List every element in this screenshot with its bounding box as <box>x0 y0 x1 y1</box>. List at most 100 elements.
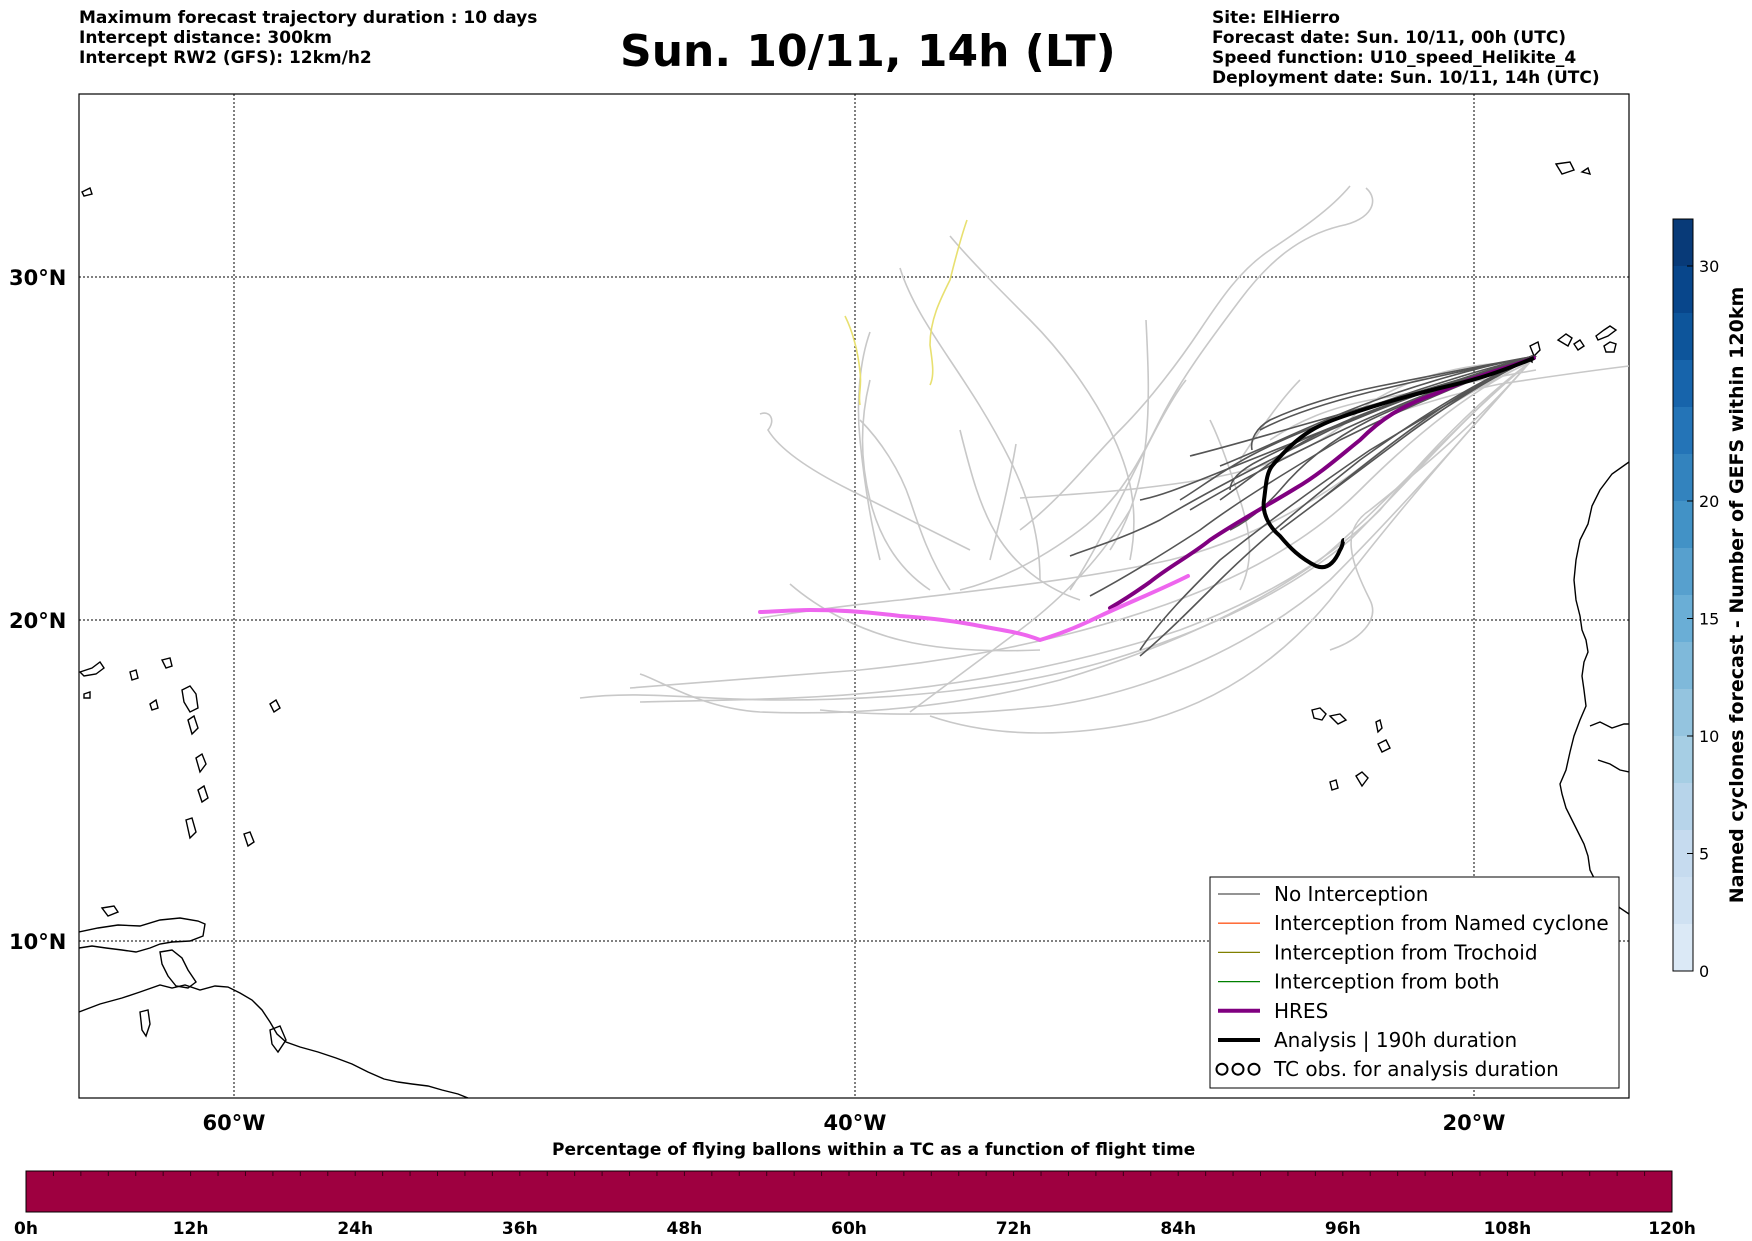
legend-label: Interception from both <box>1274 970 1500 994</box>
track-dark <box>1279 355 1537 531</box>
track-light <box>629 361 1531 689</box>
island-virgin <box>129 669 139 681</box>
lat-label-10n: 10°N <box>9 930 66 954</box>
canary-gran-canaria <box>1573 339 1585 351</box>
track-light <box>1069 379 1187 591</box>
timebar-tick-label: 84h <box>1160 1219 1196 1239</box>
hres-track <box>758 356 1536 642</box>
track-light <box>759 412 971 551</box>
venezuela-inlet <box>139 1009 151 1038</box>
cape-verde-fogo <box>1329 779 1339 791</box>
canary-tenerife <box>1556 333 1573 347</box>
timebar-tick-label: 36h <box>502 1219 538 1239</box>
track-dark <box>1139 355 1537 501</box>
flight-time-bar-fill <box>25 1170 1673 1213</box>
colorbar-bin <box>1673 877 1693 924</box>
track-light <box>819 361 1531 715</box>
timebar-tick-label: 96h <box>1325 1219 1361 1239</box>
legend-item: Interception from Named cyclone <box>1218 911 1609 935</box>
page-title: Sun. 10/11, 14h (LT) <box>620 26 1116 77</box>
track-light <box>989 443 1017 561</box>
yellow-tracks <box>844 219 968 406</box>
colorbar-tick-label: 0 <box>1699 962 1709 981</box>
track-light <box>959 187 1374 591</box>
timebar-tick-label: 72h <box>996 1219 1032 1239</box>
timebar-tick-label: 108h <box>1484 1219 1532 1239</box>
track-light <box>789 583 1041 652</box>
colorbar-bin <box>1673 689 1693 736</box>
island-guadeloupe <box>181 685 199 713</box>
colorbar-bin <box>1673 454 1693 501</box>
hres-track-light <box>758 574 1190 642</box>
colorbar-tick-label: 5 <box>1699 845 1709 864</box>
header-line-intercept-distance: Intercept distance: 300km <box>79 28 332 48</box>
header-line-speed-function: Speed function: U10_speed_Helikite_4 <box>1212 48 1577 68</box>
analysis-track <box>1261 356 1535 570</box>
cape-verde-sal <box>1375 718 1383 734</box>
legend-item: HRES <box>1218 999 1328 1023</box>
colorbar-tick-label: 10 <box>1699 727 1719 746</box>
track-dark <box>1139 355 1537 657</box>
timebar-tick-label: 0h <box>14 1219 38 1239</box>
island-curacao <box>100 905 120 917</box>
colorbar-bin <box>1673 736 1693 783</box>
island-st-lucia <box>197 784 209 804</box>
senegal-coast <box>1589 721 1629 729</box>
track-light <box>1209 419 1251 591</box>
track-light <box>859 419 951 591</box>
hres-track-dark <box>1108 356 1536 610</box>
island-dominica <box>187 714 199 736</box>
legend-box <box>1209 876 1620 1089</box>
island-small-2 <box>149 698 159 711</box>
cyclone-colorbar-label: Named cyclones forecast - Number of GEFS… <box>1726 287 1748 904</box>
island-barbados <box>243 831 255 848</box>
colorbar-tick-label: 20 <box>1699 492 1719 511</box>
header-line-site: Site: ElHierro <box>1212 8 1340 28</box>
colorbar-bin <box>1673 783 1693 830</box>
track-light <box>949 235 1135 561</box>
colorbar-bin <box>1673 360 1693 407</box>
guinea-coast <box>1597 759 1629 773</box>
legend-item: TC obs. for analysis duration <box>1215 1057 1559 1081</box>
track-light <box>959 429 1081 601</box>
timebar-tick-label: 48h <box>667 1219 703 1239</box>
track-light <box>857 331 881 561</box>
header-line-forecast-date: Forecast date: Sun. 10/11, 00h (UTC) <box>1212 28 1567 48</box>
lat-label-30n: 30°N <box>9 266 66 290</box>
legend-label: HRES <box>1274 999 1328 1023</box>
island-st-vincent <box>185 817 197 840</box>
legend-label: Interception from Named cyclone <box>1274 911 1609 935</box>
tc-obs-symbol <box>1231 1062 1245 1076</box>
track-dark <box>1319 355 1537 501</box>
ensemble-tracks-light <box>579 185 1629 734</box>
tc-obs-symbol <box>1215 1062 1229 1076</box>
legend-label: Interception from Trochoid <box>1274 940 1538 964</box>
canary-fuerteventura <box>1595 325 1618 341</box>
colorbar-bin <box>1673 548 1693 595</box>
header-line-intercept-rw2: Intercept RW2 (GFS): 12km/h2 <box>79 48 372 68</box>
longitude-labels: 60°W 40°W 20°W <box>203 1111 1506 1135</box>
lat-label-20n: 20°N <box>9 609 66 633</box>
legend: No Interception Interception from Named c… <box>1209 876 1620 1089</box>
colorbar-tick-label: 30 <box>1699 257 1719 276</box>
island-martinique <box>195 752 207 774</box>
header-line-duration: Maximum forecast trajectory duration : 1… <box>79 8 538 28</box>
colorbar-bin <box>1673 219 1693 266</box>
legend-item: No Interception <box>1218 882 1428 906</box>
island-small-1 <box>83 691 91 699</box>
track-dark <box>1139 355 1537 651</box>
timebar-tick-label: 120h <box>1648 1219 1696 1239</box>
track-light <box>1379 365 1629 419</box>
africa-coast <box>1559 461 1629 915</box>
cape-verde-santo-antao <box>1311 707 1327 721</box>
timebar-tick-label: 60h <box>831 1219 867 1239</box>
flight-time-bar-title: Percentage of flying ballons within a TC… <box>552 1140 1196 1160</box>
colorbar-bin <box>1673 501 1693 548</box>
track-light <box>899 267 1041 581</box>
colorbar-bin <box>1673 313 1693 360</box>
track-dark <box>1250 355 1537 451</box>
legend-item: Interception from Trochoid <box>1218 940 1538 964</box>
lon-label-40w: 40°W <box>824 1111 887 1135</box>
porto-santo-island <box>1580 166 1592 175</box>
